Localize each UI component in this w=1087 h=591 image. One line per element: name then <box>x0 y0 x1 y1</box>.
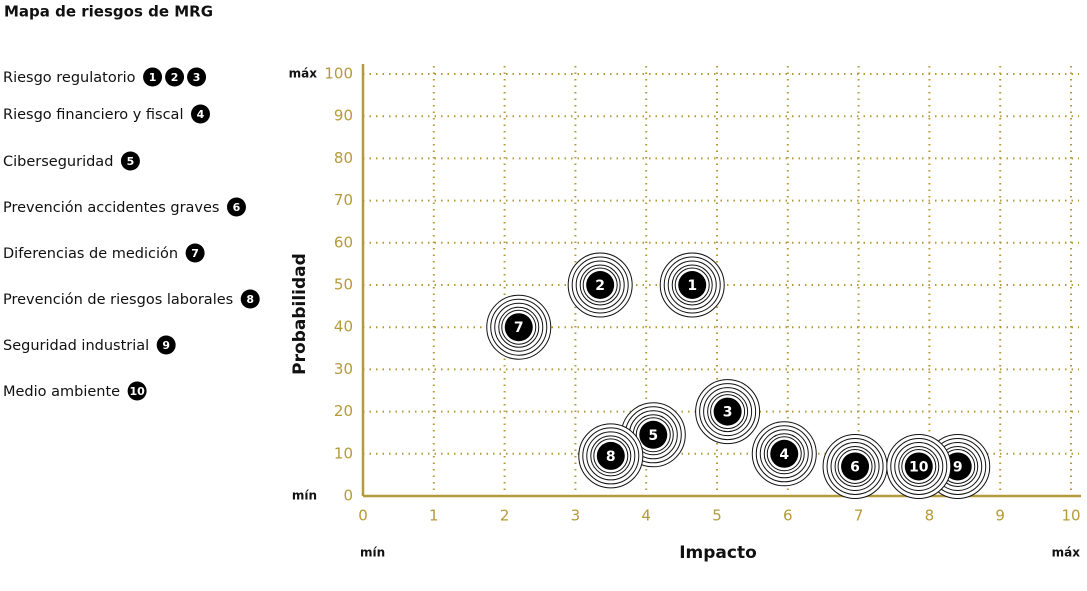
x-tick-label: 5 <box>712 507 722 525</box>
legend-badge <box>120 151 140 171</box>
y-tick-label: 70 <box>334 191 353 209</box>
point-core <box>639 420 668 449</box>
y-tick-label: 30 <box>334 360 353 378</box>
y-tick-label: 90 <box>334 107 353 125</box>
legend-badge-label: 7 <box>191 247 199 260</box>
y-min-note: mín <box>292 489 317 503</box>
y-tick-label: 50 <box>334 276 353 294</box>
x-tick-label: 7 <box>854 507 864 525</box>
y-tick-label: 60 <box>334 233 353 251</box>
x-tick-label: 0 <box>358 507 368 525</box>
point-label: 3 <box>723 405 733 421</box>
legend-label: Riesgo financiero y fiscal <box>3 107 183 123</box>
y-tick-label: 80 <box>334 149 353 167</box>
point-core <box>904 452 933 481</box>
point-label: 7 <box>514 320 524 336</box>
risk-point: 8 <box>578 423 644 489</box>
legend-badge-label: 1 <box>149 71 157 84</box>
legend-label: Diferencias de medición <box>3 246 178 262</box>
point-label: 2 <box>595 278 605 294</box>
legend-badge <box>187 67 207 87</box>
point-core <box>770 439 799 468</box>
x-tick-label: 2 <box>500 507 510 525</box>
point-label: 9 <box>953 459 963 475</box>
y-tick-label: 10 <box>334 444 353 462</box>
point-label: 6 <box>850 459 860 475</box>
legend-badge <box>143 67 163 87</box>
point-label: 10 <box>909 459 929 475</box>
risk-point: 4 <box>751 421 817 487</box>
x-axis-label: Impacto <box>679 543 757 563</box>
legend-badge-label: 10 <box>129 385 145 398</box>
point-label: 8 <box>606 449 616 465</box>
risk-point: 10 <box>886 433 952 499</box>
point-core <box>586 271 615 299</box>
point-core <box>504 313 533 342</box>
risk-point: 7 <box>486 294 552 360</box>
legend-badge-label: 3 <box>193 71 201 84</box>
x-tick-label: 1 <box>429 507 439 525</box>
point-label: 4 <box>779 447 789 463</box>
legend-badge <box>190 104 210 124</box>
point-label: 5 <box>648 428 658 444</box>
x-max-note: máx <box>1052 546 1081 560</box>
legend-badge <box>165 67 185 87</box>
x-tick-label: 6 <box>783 507 793 525</box>
legend-label: Prevención accidentes graves <box>3 200 219 216</box>
legend-badge-label: 6 <box>233 201 241 214</box>
point-core <box>713 397 742 426</box>
point-label: 1 <box>687 278 697 294</box>
point-core <box>596 441 625 470</box>
y-tick-label: 40 <box>334 318 353 336</box>
legend-badge <box>226 197 246 217</box>
point-core <box>841 452 870 481</box>
y-tick-label: 100 <box>324 65 353 83</box>
chart-title: Mapa de riesgos de MRG <box>4 3 213 21</box>
risk-point: 1 <box>659 252 725 318</box>
x-min-note: mín <box>360 546 385 560</box>
x-tick-label: 10 <box>1061 507 1080 525</box>
legend-label: Medio ambiente <box>3 384 120 400</box>
legend-badge-label: 9 <box>162 339 170 352</box>
legend-badge <box>185 243 205 263</box>
y-max-note: máx <box>289 67 318 81</box>
legend-label: Prevención de riesgos laborales <box>3 292 233 308</box>
legend-label: Riesgo regulatorio <box>3 70 136 86</box>
risk-point: 2 <box>567 252 633 318</box>
y-tick-label: 0 <box>343 487 353 505</box>
risk-point: 6 <box>822 433 888 499</box>
x-tick-label: 8 <box>925 507 935 525</box>
x-tick-label: 4 <box>641 507 651 525</box>
legend-badge <box>240 289 260 309</box>
y-axis-label: Probabilidad <box>290 253 310 375</box>
risk-point: 3 <box>695 379 761 445</box>
x-tick-label: 9 <box>995 507 1005 525</box>
legend-badge-label: 5 <box>127 155 135 168</box>
point-core <box>943 452 972 481</box>
legend-badge-label: 8 <box>246 293 254 306</box>
legend-badge-label: 2 <box>171 71 179 84</box>
legend-badge <box>127 381 147 401</box>
y-tick-label: 20 <box>334 402 353 420</box>
legend-badge <box>156 335 176 355</box>
legend-label: Ciberseguridad <box>3 154 113 170</box>
legend-badge-label: 4 <box>197 108 205 121</box>
legend-label: Seguridad industrial <box>3 338 149 354</box>
x-tick-label: 3 <box>571 507 581 525</box>
point-core <box>678 271 707 299</box>
